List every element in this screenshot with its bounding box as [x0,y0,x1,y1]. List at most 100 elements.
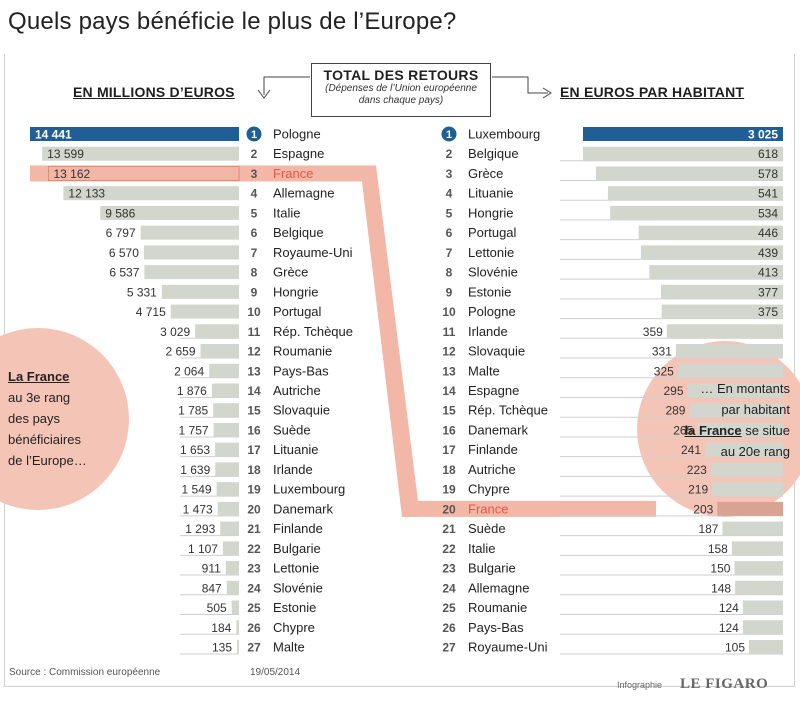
left-bar-Suède [213,422,239,437]
left-rank-label: 16 [247,423,261,437]
right-rank-label: 14 [442,384,456,398]
left-country-label: France [273,166,313,181]
left-rank-label: 11 [248,325,261,339]
left-value-label: 1 473 [183,502,213,516]
right-bar-Hongrie [610,205,783,220]
left-rank-label: 13 [247,364,261,378]
left-bar-Pays-Bas [209,363,239,378]
right-bar-Slovénie [649,265,783,280]
right-value-label: 534 [758,206,778,220]
right-rank-label: 7 [446,246,453,260]
left-value-label: 847 [202,581,222,595]
source-note: Source : Commission européenne [9,667,161,678]
left-value-label: 6 537 [109,266,139,280]
right-country-label: Finlande [468,442,518,457]
right-country-label: Malte [468,363,500,378]
right-bar-Portugal [638,225,783,240]
right-value-label: 158 [708,542,728,556]
left-bar-Grèce [144,265,239,280]
right-country-label: Lettonie [468,245,514,260]
left-rank-label: 19 [247,483,261,497]
left-bar-Pologne [30,127,239,141]
right-value-label: 241 [681,443,701,457]
left-country-label: Rép. Tchèque [273,324,353,339]
right-value-label: 203 [693,502,713,516]
right-rank-label: 26 [442,621,456,635]
left-rank-label: 23 [247,562,261,576]
left-value-label: 4 715 [136,305,166,319]
left-rank-label: 18 [247,463,261,477]
left-country-label: Royaume-Uni [273,245,353,260]
right-country-label: Slovaquie [468,344,525,359]
left-value-label: 6 570 [109,246,139,260]
right-country-label: Estonie [468,284,511,299]
left-bar-Roumanie [200,344,239,359]
bubble-left-line-1: au 3e rang [8,390,71,405]
right-value-label: 618 [758,147,778,161]
right-value-label: 148 [711,581,731,595]
right-value-label: 187 [698,522,718,536]
right-value-label: 541 [758,187,778,201]
right-rank-label: 8 [446,266,453,280]
right-rank-label: 19 [442,483,456,497]
left-country-label: Hongrie [273,284,319,299]
right-rank-label: 23 [442,562,456,576]
bubble-left-line-3: bénéficiaires [8,432,81,447]
left-header: EN MILLIONS D’EUROS [73,84,235,100]
right-value-label: 289 [665,404,685,418]
left-value-label: 1 876 [177,384,207,398]
left-rank-label: 24 [247,581,261,595]
france-connector [362,165,418,517]
left-bar-Chypre [236,620,239,635]
bubble-right-line-4: au 20e rang [720,444,790,459]
left-country-label: Grèce [273,265,308,280]
france-right-highlight [404,500,656,517]
right-country-label: Hongrie [468,205,514,220]
right-value-label: 150 [710,562,730,576]
right-rank-label: 17 [442,443,456,457]
left-country-label: Roumanie [273,344,332,359]
right-rank-label: 20 [442,502,456,516]
right-rank-label: 16 [442,423,456,437]
left-country-label: Finlande [273,521,323,536]
right-bar-Suède [722,521,783,536]
right-bar-Pologne [661,304,783,319]
left-bar-Lettonie [225,561,239,576]
right-rank-label: 4 [446,187,453,201]
right-rank-label: 12 [442,345,456,359]
left-country-label: Luxembourg [273,482,345,497]
right-country-label: Chypre [468,482,510,497]
right-rank-label: 3 [446,167,453,181]
right-bar-Italie [731,541,783,556]
right-value-label: 325 [654,364,674,378]
right-country-label: Slovénie [468,265,518,280]
bubble-left-line-4: de l’Europe… [8,453,87,468]
left-country-label: Danemark [273,501,333,516]
left-value-label: 1 293 [185,522,215,536]
arrow-layer [257,76,552,99]
right-bar-Allemagne [735,580,783,595]
bubble-right-text: … En montants par habitant la France se … [655,378,790,462]
left-rank-label: 4 [251,187,258,201]
right-bar-Luxembourg [583,127,783,141]
credit-label: Infographie [617,680,663,690]
left-arrow-line [263,76,310,95]
left-bar-Allemagne [63,186,239,201]
left-country-label: Lettonie [273,561,319,576]
right-bar-France [717,501,783,516]
right-rank-label: 2 [446,147,453,161]
right-value-label: 375 [758,305,778,319]
bubble-left [0,328,129,510]
right-country-label: Roumanie [468,600,527,615]
left-arrow-head [257,89,271,99]
left-country-label: Chypre [273,620,315,635]
left-value-label: 1 757 [179,423,209,437]
bubble-right-highlight: la France [684,423,742,438]
right-value-label: 219 [688,483,708,497]
left-value-label: 1 639 [180,463,210,477]
left-value-label: 13 599 [47,147,84,161]
center-box-subtitle-2: dans chaque pays) [358,95,444,106]
bubble-left-text: La France au 3e rang des pays bénéficiai… [8,366,103,471]
left-value-label: 1 549 [182,483,212,497]
left-country-label: Slovénie [273,580,323,595]
